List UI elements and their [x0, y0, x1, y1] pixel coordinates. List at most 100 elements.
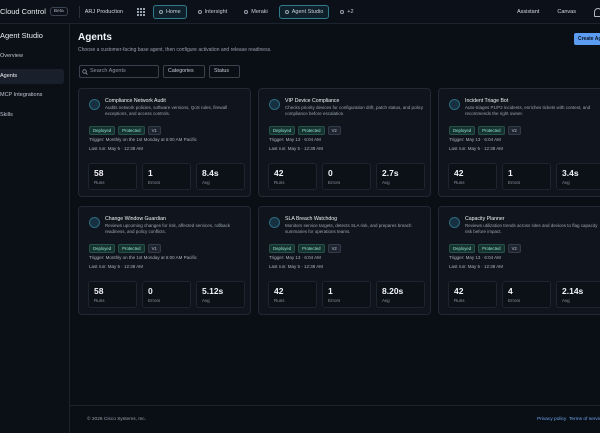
- stat-box: 4 Errors: [502, 281, 551, 308]
- agent-description: Auto-triages P1/P2 incidents, enriches t…: [465, 105, 591, 116]
- stat-value: 58: [94, 168, 104, 178]
- agent-card[interactable]: Incident Triage Bot Auto-triages P1/P2 in…: [438, 88, 600, 197]
- stat-label: Runs: [94, 298, 105, 303]
- top-action[interactable]: Assistant: [517, 9, 540, 15]
- stat-label: Errors: [148, 298, 161, 303]
- stat-box: 2.7s Avg: [376, 163, 425, 190]
- footer-link[interactable]: Terms of service: [569, 417, 600, 422]
- stat-label: Errors: [148, 180, 161, 185]
- stat-value: 3.4s: [562, 168, 579, 178]
- status-badge: V2: [327, 244, 341, 253]
- trigger: Trigger: Monthly on the 1st Monday at 6:…: [89, 255, 197, 260]
- badges: Deployed Protected V2: [269, 126, 341, 135]
- agent-description: Audits network policies, software versio…: [105, 105, 228, 116]
- stat-box: 42 Runs: [268, 163, 317, 190]
- notifications-icon[interactable]: [594, 7, 600, 17]
- nav-tab[interactable]: Agent Studio: [278, 4, 330, 19]
- status-badge: Protected: [478, 126, 505, 135]
- agent-name: VIP Device Compliance: [285, 98, 340, 104]
- status-badge: Protected: [118, 126, 145, 135]
- top-actions: Assistant Canvas: [517, 0, 600, 24]
- stat-box: 1 Errors: [142, 163, 191, 190]
- stat-label: Errors: [328, 298, 341, 303]
- sidebar-item[interactable]: MCP Integrations: [0, 92, 43, 98]
- status-badge: Deployed: [89, 244, 116, 253]
- agent-card[interactable]: Compliance Network Audit Audits network p…: [78, 88, 251, 197]
- stat-box: 1 Errors: [322, 281, 371, 308]
- last-run: Last run: May 5 · 12:38 AM: [269, 146, 324, 151]
- stat-value: 1: [148, 168, 153, 178]
- org-selector[interactable]: ARJ Production: [84, 8, 123, 15]
- stat-box: 8.4s Avg: [196, 163, 245, 190]
- stat-value: 5.12s: [202, 286, 224, 296]
- agent-icon: [449, 217, 460, 228]
- agent-description: Reviews utilization trends across sites …: [465, 223, 598, 234]
- footer-link[interactable]: Privacy policy: [537, 417, 567, 422]
- agent-name: Incident Triage Bot: [465, 98, 509, 104]
- stat-box: 1 Errors: [502, 163, 551, 190]
- stat-value: 2.7s: [382, 168, 399, 178]
- status-badge: Deployed: [89, 126, 116, 135]
- status-badge: Deployed: [269, 126, 296, 135]
- stats: 42 Runs 0 Errors 2.7s Avg: [268, 163, 425, 190]
- stat-value: 1: [508, 168, 513, 178]
- status-badge: V2: [507, 126, 521, 135]
- page-title: Agents: [78, 32, 112, 43]
- status-badge: V1: [147, 126, 161, 135]
- agent-icon: [449, 99, 460, 110]
- agent-icon: [269, 217, 280, 228]
- stat-value: 0: [148, 286, 153, 296]
- stat-value: 42: [454, 286, 464, 296]
- stat-box: 58 Runs: [88, 281, 137, 308]
- sidebar-item[interactable]: Overview: [0, 53, 23, 59]
- stat-value: 0: [328, 168, 333, 178]
- nav-tab[interactable]: Intersight: [192, 5, 234, 19]
- agent-card[interactable]: SLA Breach Watchdog Monitors service targ…: [258, 206, 431, 315]
- stat-label: Runs: [454, 180, 465, 185]
- brand[interactable]: Cloud Control: [0, 7, 46, 16]
- stat-box: 0 Errors: [142, 281, 191, 308]
- stat-label: Errors: [328, 180, 341, 185]
- stat-value: 42: [274, 286, 284, 296]
- stat-box: 42 Runs: [448, 163, 497, 190]
- tab-icon: [244, 9, 249, 14]
- sidebar-item[interactable]: Skills: [0, 111, 13, 118]
- sidebar-item[interactable]: Agents: [0, 68, 64, 84]
- search-icon: [82, 69, 88, 75]
- nav-tab[interactable]: Meraki: [238, 5, 274, 19]
- create-button[interactable]: Create Agent: [574, 33, 600, 45]
- stat-label: Runs: [94, 180, 105, 185]
- nav-tab[interactable]: +2: [334, 5, 359, 19]
- last-run: Last run: May 5 · 12:38 AM: [269, 264, 324, 269]
- sidebar: Agent Studio Overview Agents MCP Integrati…: [0, 24, 70, 433]
- stat-box: 5.12s Avg: [196, 281, 245, 308]
- apps-icon[interactable]: [136, 7, 145, 16]
- divider: [78, 5, 80, 18]
- copyright: © 2026 Cisco Systems, Inc.: [87, 417, 146, 422]
- search-input[interactable]: Search Agents: [79, 65, 159, 78]
- agent-card[interactable]: VIP Device Compliance Checks priority dev…: [258, 88, 431, 197]
- top-action[interactable]: Canvas: [557, 9, 576, 15]
- agent-card[interactable]: Capacity Planner Reviews utilization tren…: [438, 206, 600, 315]
- badges: Deployed Protected V2: [449, 126, 521, 135]
- agent-description: Monitors service targets, detects SLA ri…: [285, 223, 412, 234]
- nav-tab[interactable]: Home: [152, 4, 187, 19]
- stats: 58 Runs 1 Errors 8.4s Avg: [88, 163, 245, 190]
- last-run: Last run: May 5 · 12:38 AM: [89, 146, 144, 151]
- agent-name: Compliance Network Audit: [105, 98, 166, 104]
- stat-label: Errors: [508, 180, 521, 185]
- stat-box: 3.4s Avg: [556, 163, 600, 190]
- agent-card[interactable]: Change Window Guardian Reviews upcoming c…: [78, 206, 251, 315]
- stat-box: 2.14s Avg: [556, 281, 600, 308]
- filter-dropdown[interactable]: Categories: [163, 65, 205, 78]
- status-badge: V2: [327, 126, 341, 135]
- status-badge: Protected: [298, 126, 325, 135]
- trigger: Trigger: May 13 · 6:04 AM: [269, 255, 321, 260]
- stat-value: 8.20s: [382, 286, 404, 296]
- filter-dropdown[interactable]: Status: [209, 65, 241, 78]
- stat-value: 1: [328, 286, 333, 296]
- tab-label: Home: [165, 8, 181, 15]
- agent-description: Checks priority devices for configuratio…: [285, 105, 424, 116]
- stat-label: Runs: [454, 298, 465, 303]
- stat-label: Avg: [562, 298, 570, 303]
